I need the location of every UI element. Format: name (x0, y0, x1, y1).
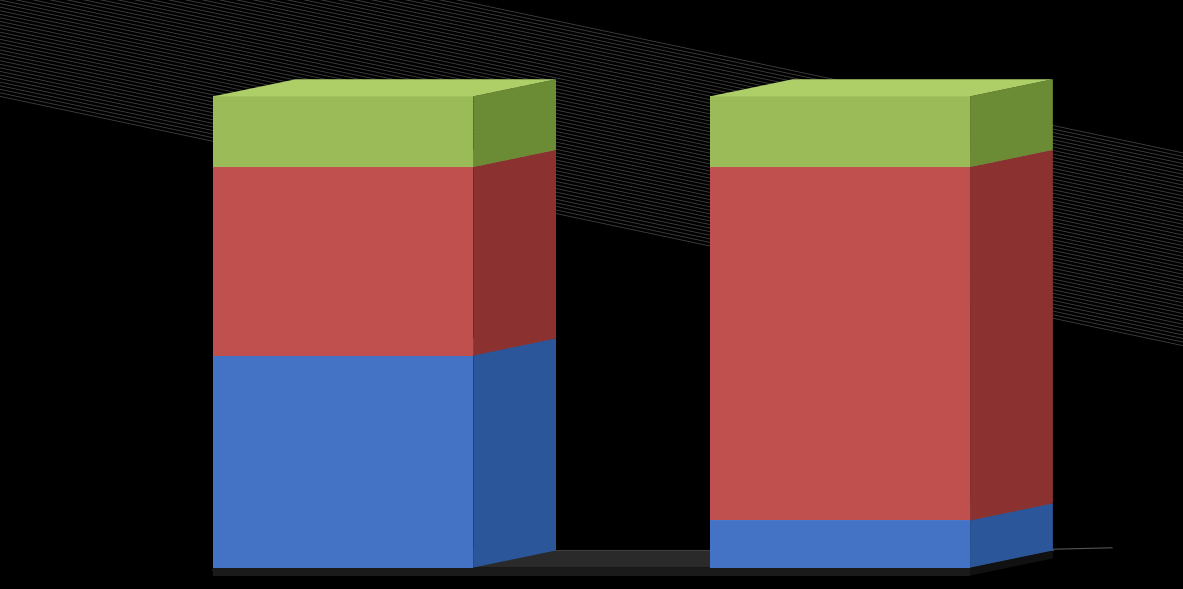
Polygon shape (473, 339, 556, 568)
Polygon shape (213, 568, 970, 575)
Polygon shape (213, 356, 473, 568)
Polygon shape (213, 339, 556, 356)
Polygon shape (970, 80, 1053, 167)
Polygon shape (970, 551, 1053, 575)
Polygon shape (710, 150, 1053, 167)
Polygon shape (473, 150, 556, 356)
Polygon shape (970, 504, 1053, 568)
Polygon shape (213, 150, 556, 167)
Polygon shape (970, 150, 1053, 521)
Polygon shape (710, 80, 1053, 97)
Polygon shape (710, 504, 1053, 521)
Polygon shape (710, 97, 970, 167)
Polygon shape (710, 167, 970, 521)
Polygon shape (213, 97, 473, 167)
Polygon shape (213, 551, 1053, 568)
Polygon shape (473, 80, 556, 167)
Polygon shape (710, 521, 970, 568)
Polygon shape (213, 80, 556, 97)
Polygon shape (213, 167, 473, 356)
